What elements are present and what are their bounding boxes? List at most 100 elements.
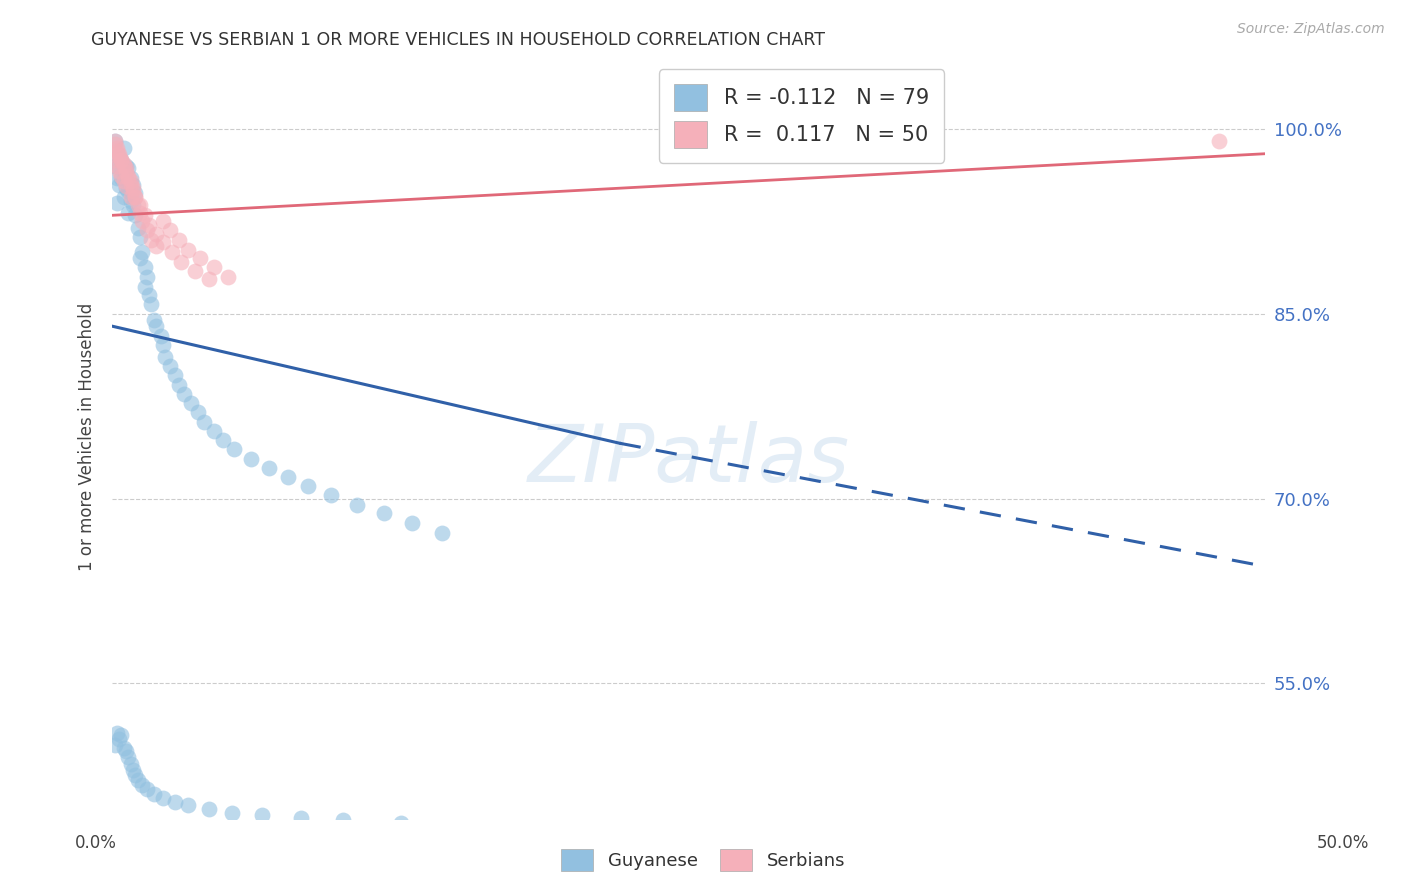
Point	[131, 778, 153, 792]
Point	[163, 795, 186, 809]
Point	[117, 161, 139, 176]
Point	[152, 235, 174, 250]
Point	[124, 190, 146, 204]
Point	[129, 198, 152, 212]
Point	[180, 395, 202, 409]
Text: Source: ZipAtlas.com: Source: ZipAtlas.com	[1237, 22, 1385, 37]
Point	[120, 178, 142, 192]
Point	[112, 190, 135, 204]
Point	[129, 206, 152, 220]
Point	[115, 744, 138, 758]
Point	[297, 479, 319, 493]
Point	[346, 498, 368, 512]
Point	[145, 239, 167, 253]
Point	[115, 161, 138, 176]
Point	[138, 288, 160, 302]
Point	[152, 791, 174, 805]
Point	[250, 808, 273, 822]
Point	[117, 206, 139, 220]
Point	[120, 190, 142, 204]
Point	[120, 194, 142, 208]
Point	[239, 452, 262, 467]
Point	[115, 178, 138, 193]
Point	[221, 805, 243, 820]
Point	[135, 269, 157, 284]
Legend: Guyanese, Serbians: Guyanese, Serbians	[554, 842, 852, 879]
Point	[108, 178, 131, 192]
Point	[167, 233, 190, 247]
Point	[124, 767, 146, 781]
Point	[122, 184, 145, 198]
Point	[110, 153, 132, 167]
Point	[138, 218, 160, 232]
Point	[108, 149, 131, 163]
Point	[115, 181, 138, 195]
Point	[290, 811, 312, 825]
Point	[170, 255, 193, 269]
Text: GUYANESE VS SERBIAN 1 OR MORE VEHICLES IN HOUSEHOLD CORRELATION CHART: GUYANESE VS SERBIAN 1 OR MORE VEHICLES I…	[91, 31, 825, 49]
Point	[187, 405, 209, 419]
Point	[134, 260, 156, 274]
Point	[202, 424, 225, 438]
Point	[141, 233, 163, 247]
Point	[198, 272, 221, 286]
Point	[332, 814, 354, 828]
Point	[129, 252, 152, 266]
Point	[224, 442, 246, 457]
Point	[105, 146, 128, 161]
Point	[110, 728, 132, 742]
Point	[145, 319, 167, 334]
Text: ZIPatlas: ZIPatlas	[527, 421, 849, 499]
Point	[152, 214, 174, 228]
Point	[145, 227, 167, 241]
Point	[105, 171, 128, 186]
Point	[184, 264, 207, 278]
Point	[131, 214, 153, 228]
Point	[124, 186, 146, 201]
Point	[105, 140, 128, 154]
Point	[103, 738, 125, 752]
Point	[117, 750, 139, 764]
Point	[103, 153, 125, 167]
Point	[167, 378, 190, 392]
Point	[122, 178, 145, 192]
Point	[177, 798, 200, 813]
Point	[110, 171, 132, 186]
Point	[135, 782, 157, 797]
Point	[122, 198, 145, 212]
Point	[112, 156, 135, 170]
Point	[103, 135, 125, 149]
Point	[124, 190, 146, 204]
Point	[155, 350, 177, 364]
Point	[160, 245, 183, 260]
Point	[105, 159, 128, 173]
Point	[134, 279, 156, 293]
Point	[141, 297, 163, 311]
Point	[127, 220, 149, 235]
Text: 0.0%: 0.0%	[75, 834, 117, 852]
Point	[134, 208, 156, 222]
Point	[198, 802, 221, 816]
Point	[120, 171, 142, 186]
Point	[112, 159, 135, 173]
Point	[173, 387, 195, 401]
Point	[112, 174, 135, 188]
Point	[430, 526, 453, 541]
Point	[257, 461, 280, 475]
Point	[277, 469, 299, 483]
Point	[120, 756, 142, 771]
Point	[152, 337, 174, 351]
Point	[127, 198, 149, 212]
Point	[105, 196, 128, 211]
Point	[159, 359, 181, 373]
Point	[110, 153, 132, 167]
Point	[105, 725, 128, 739]
Point	[135, 223, 157, 237]
Point	[142, 313, 165, 327]
Point	[108, 164, 131, 178]
Point	[115, 159, 138, 173]
Text: 50.0%: 50.0%	[1316, 834, 1369, 852]
Point	[117, 169, 139, 183]
Point	[103, 135, 125, 149]
Point	[105, 145, 128, 159]
